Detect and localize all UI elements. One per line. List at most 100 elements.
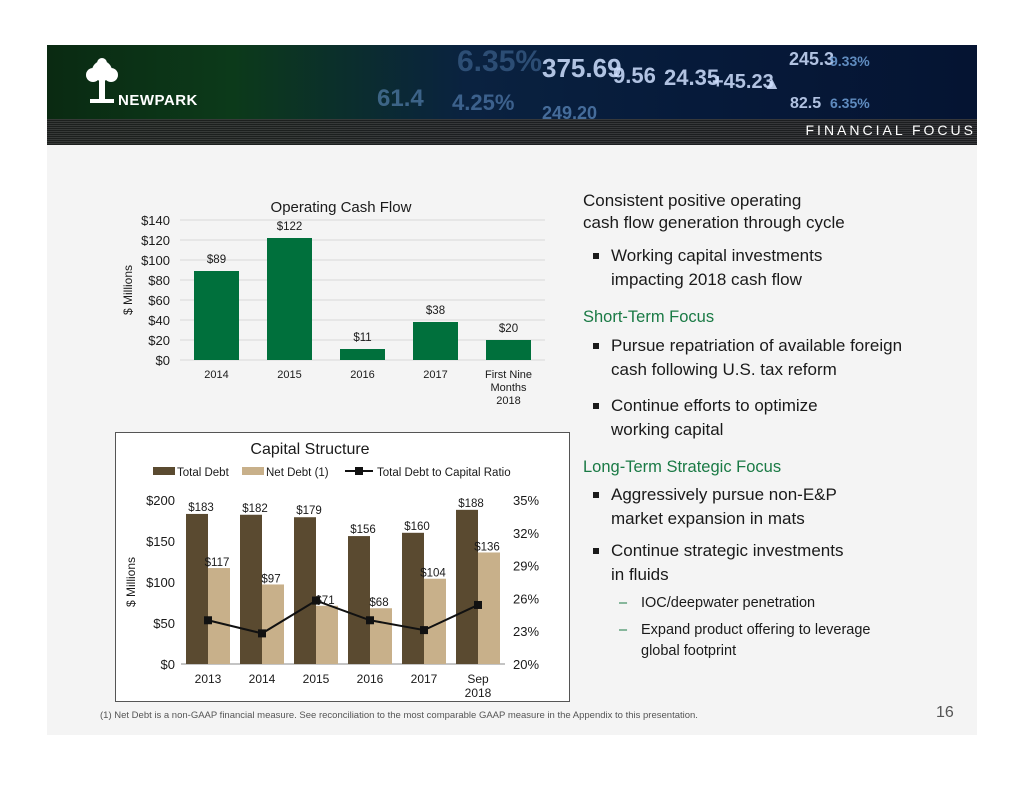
y-tick-label-left: $200: [146, 493, 175, 508]
x-tick-label: 2018: [496, 395, 520, 407]
bar-total-debt: [186, 513, 208, 664]
ratio-point: [312, 596, 320, 605]
y-tick-label-right: 35%: [513, 493, 539, 508]
ticker-text: 6.35%: [830, 95, 870, 111]
main-heading-line1: Consistent positive operating: [583, 191, 802, 210]
short-term-heading: Short-Term Focus: [583, 308, 715, 326]
bar-total-debt: [456, 509, 478, 664]
x-tick-label: 2018: [465, 686, 492, 700]
ticker-text: 249.20: [542, 103, 598, 123]
bullet-item: Continue strategic investments in fluids: [583, 539, 943, 587]
sub-bullet-text: IOC/deepwater penetration: [641, 595, 816, 611]
x-tick-label: 2017: [411, 672, 438, 686]
bullet-square: [593, 492, 599, 498]
data-label-total-debt: $182: [242, 503, 268, 515]
data-label-total-debt: $188: [458, 498, 484, 510]
ticker-text: 375.69: [542, 53, 622, 83]
x-tick-label: 2016: [350, 369, 374, 381]
bar-net-debt: [478, 552, 500, 664]
y-tick-label: $100: [141, 253, 170, 268]
bullet-text: Continue strategic investments: [611, 541, 844, 560]
data-label: $89: [207, 254, 226, 266]
bullet-square: [593, 253, 599, 259]
bullet-text: Continue efforts to optimize: [611, 396, 818, 415]
bullet-item: Pursue repatriation of available foreign…: [583, 334, 943, 382]
y-tick-label: $140: [141, 213, 170, 228]
data-label-net-debt: $68: [369, 597, 388, 609]
data-label: $38: [426, 305, 445, 317]
y-tick-label-right: 32%: [513, 526, 539, 541]
ratio-point: [204, 616, 212, 625]
page-number: 16: [936, 704, 954, 721]
bullet-square: [593, 343, 599, 349]
y-tick-label-right: 29%: [513, 559, 539, 574]
footnote: (1) Net Debt is a non-GAAP financial mea…: [100, 710, 698, 721]
x-tick-label: Months: [490, 382, 527, 394]
y-tick-label: $120: [141, 233, 170, 248]
chart-title: Capital Structure: [250, 441, 369, 458]
y-axis-label: $ Millions: [121, 265, 135, 315]
bar: [413, 322, 458, 360]
section-title: FINANCIAL FOCUS: [805, 122, 976, 138]
x-tick-label: 2015: [277, 369, 301, 381]
bullet-text: market expansion in mats: [611, 509, 805, 528]
ratio-line: [207, 599, 479, 635]
bar: [340, 349, 385, 360]
data-label-total-debt: $156: [350, 524, 376, 536]
x-tick-label: Sep: [467, 672, 489, 686]
data-label-total-debt: $183: [188, 502, 214, 514]
bar-total-debt: [294, 517, 316, 664]
x-tick-label: 2013: [195, 672, 222, 686]
ticker-text: 9.56: [613, 63, 656, 88]
ratio-point: [366, 616, 374, 625]
data-label-net-debt: $97: [261, 573, 280, 585]
ratio-point: [258, 629, 266, 638]
dash-marker: –: [619, 595, 628, 611]
ticker-text: 61.4: [377, 85, 424, 112]
newpark-logo-icon: [86, 58, 118, 103]
bullet-text: Aggressively pursue non-E&P: [611, 485, 837, 504]
y-tick-label-left: $100: [146, 575, 175, 590]
data-label: $122: [277, 221, 303, 233]
data-label-net-debt: $117: [205, 557, 230, 569]
y-tick-label: $40: [148, 313, 170, 328]
ticker-text: 6.35%: [457, 45, 543, 78]
y-tick-label-right: 26%: [513, 591, 539, 606]
sub-bullet-text: global footprint: [641, 643, 737, 659]
bar-net-debt: [208, 568, 230, 664]
legend-marker: [355, 467, 363, 475]
bullet-item: Working capital investments impacting 20…: [583, 244, 943, 292]
data-label: $20: [499, 323, 518, 335]
ticker-text: 245.3: [789, 49, 835, 69]
data-label-net-debt: $136: [474, 541, 500, 553]
y-tick-label: $0: [156, 353, 170, 368]
operating-cash-flow-chart: Operating Cash Flow $0 $20 $40 $60 $80 $100 $12…: [121, 199, 545, 407]
focus-text-column: Consistent positive operating cash flow …: [583, 190, 943, 662]
legend-swatch: [242, 467, 264, 475]
y-tick-label-left: $0: [161, 657, 175, 672]
bullet-item: Aggressively pursue non-E&P market expan…: [583, 483, 943, 531]
bullet-square: [593, 548, 599, 554]
sub-bullet-item: – IOC/deepwater penetration: [583, 593, 943, 614]
logo-text: NEWPARK: [118, 92, 198, 109]
capital-structure-chart: Capital Structure Total Debt Net Debt (1) T…: [115, 432, 570, 702]
y-axis-label: $ Millions: [124, 557, 138, 607]
x-tick-label: 2017: [423, 369, 447, 381]
y-tick-label-left: $50: [153, 616, 175, 631]
x-tick-label: 2016: [357, 672, 384, 686]
bullet-text: Pursue repatriation of available foreign: [611, 336, 903, 355]
x-tick-label: 2014: [249, 672, 276, 686]
x-tick-label: 2015: [303, 672, 330, 686]
bullet-text: impacting 2018 cash flow: [611, 270, 802, 289]
y-tick-label: $60: [148, 293, 170, 308]
bar-total-debt: [348, 536, 370, 664]
bar-net-debt: [316, 605, 338, 664]
ticker-text: 4.25%: [452, 90, 515, 115]
data-label: $11: [353, 332, 371, 344]
main-heading-line2: cash flow generation through cycle: [583, 213, 845, 232]
bar: [486, 340, 531, 360]
sub-bullet-text: Expand product offering to leverage: [641, 622, 871, 638]
long-term-heading: Long-Term Strategic Focus: [583, 458, 782, 476]
bullet-text: cash following U.S. tax reform: [611, 360, 837, 379]
legend-label: Total Debt to Capital Ratio: [377, 467, 511, 479]
